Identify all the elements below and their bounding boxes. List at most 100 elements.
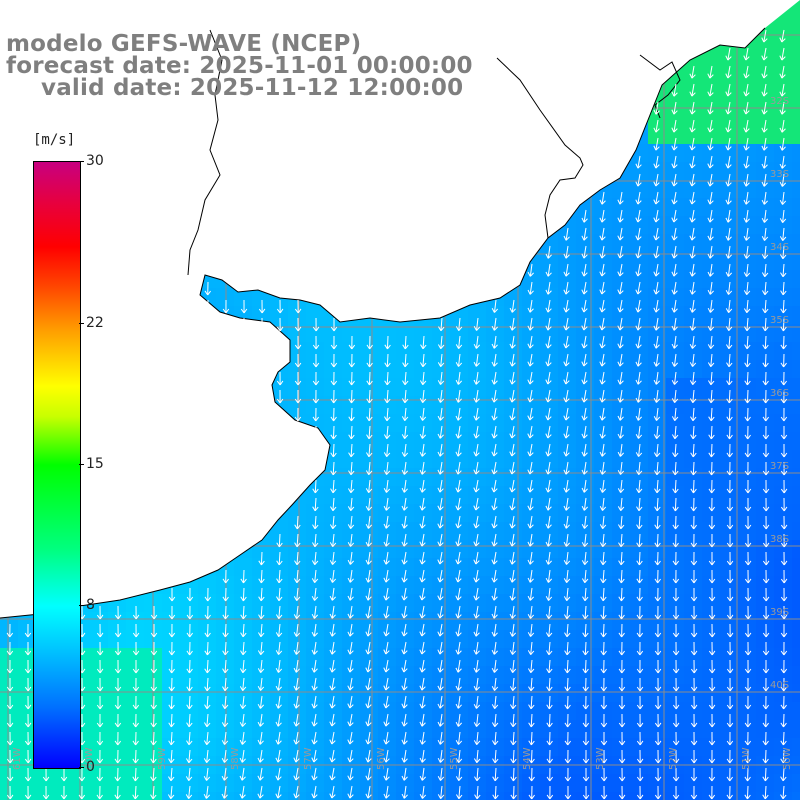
field-cell (720, 288, 739, 307)
field-cell (738, 414, 757, 433)
field-cell (342, 414, 361, 433)
field-cell (702, 342, 721, 361)
field-cell (792, 216, 800, 235)
field-cell (414, 486, 433, 505)
field-cell (630, 630, 649, 649)
field-cell (576, 792, 595, 800)
field-cell (288, 522, 307, 541)
field-cell (594, 198, 613, 217)
field-cell (756, 234, 775, 253)
field-cell (540, 360, 559, 379)
field-cell (648, 342, 667, 361)
wind-arrows (6, 29, 788, 800)
field-cell (468, 738, 487, 757)
field-cell (108, 684, 127, 703)
field-cell (432, 396, 451, 415)
field-cell (162, 612, 181, 631)
wind-arrow (743, 47, 750, 61)
field-cell (792, 288, 800, 307)
field-cell (756, 126, 775, 145)
colorbar-tick-mark (79, 322, 84, 324)
field-cell (432, 414, 451, 433)
field-cell (162, 630, 181, 649)
field-cell (522, 324, 541, 343)
field-cell (774, 234, 793, 253)
field-cell (324, 738, 343, 757)
field-cell (648, 252, 667, 271)
field-cell (198, 738, 217, 757)
field-cell (486, 576, 505, 595)
field-cell (774, 738, 793, 757)
wind-arrow (743, 119, 750, 133)
field-cell (738, 612, 757, 631)
field-cell (774, 162, 793, 181)
field-cell (738, 234, 757, 253)
field-cell (126, 666, 145, 685)
field-cell (792, 72, 800, 91)
field-cell (396, 648, 415, 667)
field-cell (774, 630, 793, 649)
field-cell (774, 594, 793, 613)
field-cell (648, 738, 667, 757)
field-cell (342, 432, 361, 451)
field-cell (648, 378, 667, 397)
field-cell (486, 738, 505, 757)
field-cell (792, 306, 800, 325)
coastline (0, 27, 766, 619)
field-cell (324, 558, 343, 577)
field-cell (558, 540, 577, 559)
field-cell (540, 702, 559, 721)
field-cell (162, 774, 181, 793)
field-cell (648, 450, 667, 469)
field-cell (486, 504, 505, 523)
field-cell (432, 774, 451, 793)
field-cell (612, 558, 631, 577)
field-cell (522, 378, 541, 397)
field-cell (540, 414, 559, 433)
field-cell (756, 522, 775, 541)
field-cell (612, 774, 631, 793)
field-cell (594, 234, 613, 253)
field-cell (234, 576, 253, 595)
field-cell (414, 630, 433, 649)
field-cell (0, 648, 19, 667)
field-cell (666, 702, 685, 721)
field-cell (540, 738, 559, 757)
field-cell (360, 414, 379, 433)
field-cell (234, 666, 253, 685)
field-cell (558, 306, 577, 325)
field-cell (90, 648, 109, 667)
field-cell (684, 396, 703, 415)
field-cell (522, 558, 541, 577)
field-cell (468, 576, 487, 595)
field-cell (126, 612, 145, 631)
field-cell (576, 612, 595, 631)
field-cell (360, 774, 379, 793)
field-cell (774, 414, 793, 433)
field-cell (720, 702, 739, 721)
field-cell (360, 702, 379, 721)
valid-date: valid date: 2025-11-12 12:00:00 (41, 75, 464, 101)
field-cell (522, 702, 541, 721)
field-cell (684, 234, 703, 253)
field-cell (396, 432, 415, 451)
field-cell (792, 378, 800, 397)
field-cell (738, 90, 757, 109)
field-cell (486, 396, 505, 415)
field-cell (720, 396, 739, 415)
field-cell (576, 648, 595, 667)
wind-arrow (689, 83, 696, 97)
field-cell (450, 702, 469, 721)
field-cell (198, 774, 217, 793)
field-cell (756, 378, 775, 397)
field-cell (702, 198, 721, 217)
field-cell (702, 576, 721, 595)
field-cell (486, 594, 505, 613)
field-cell (630, 720, 649, 739)
field-cell (468, 486, 487, 505)
field-cell (774, 72, 793, 91)
field-cell (414, 414, 433, 433)
field-cell (252, 540, 271, 559)
field-cell (630, 702, 649, 721)
field-cell (558, 414, 577, 433)
